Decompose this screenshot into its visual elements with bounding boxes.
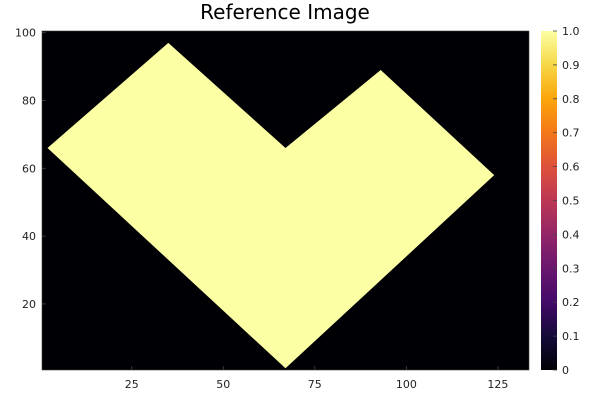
colorbar-tick-label: 0.9 [562,59,580,72]
y-tick-label: 80 [22,94,36,107]
x-tick-label: 25 [125,378,139,391]
y-tick-label: 40 [22,230,36,243]
chart-title: Reference Image [200,0,370,24]
y-tick-label: 20 [22,298,36,311]
plot-area [41,30,530,371]
colorbar-tick-label: 0.4 [562,228,580,241]
x-axis: 25 50 75 100 125 [125,366,508,391]
colorbar-tick-label: 0.8 [562,93,580,106]
colorbar: 0 0.1 0.2 0.3 0.4 0.5 0.6 0.7 0.8 0.9 1.0 [541,25,580,377]
colorbar-tick-label: 0.5 [562,195,580,208]
colorbar-tick-label: 0.7 [562,127,580,140]
y-axis: 20 40 60 80 100 [15,27,46,311]
heatmap-region [47,42,495,369]
x-tick-label: 50 [216,378,230,391]
x-tick-label: 75 [308,378,322,391]
colorbar-tick-label: 0 [562,364,569,377]
colorbar-gradient [541,31,557,370]
colorbar-tick-label: 0.6 [562,161,580,174]
x-tick-label: 125 [487,378,508,391]
colorbar-tick-label: 0.2 [562,296,580,309]
plot-frame [41,30,530,371]
colorbar-ticks: 0 0.1 0.2 0.3 0.4 0.5 0.6 0.7 0.8 0.9 1.0 [553,25,580,377]
colorbar-tick-label: 1.0 [562,25,580,38]
y-tick-label: 100 [15,27,36,40]
colorbar-tick-label: 0.3 [562,262,580,275]
x-tick-label: 100 [396,378,417,391]
y-tick-label: 60 [22,162,36,175]
colorbar-tick-label: 0.1 [562,330,580,343]
